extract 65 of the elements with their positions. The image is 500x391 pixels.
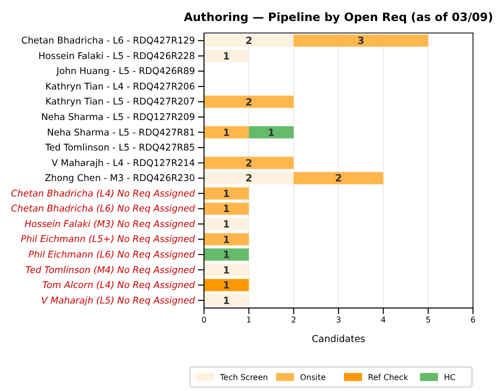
x-tick-label: 6 <box>470 316 476 325</box>
legend-label: Tech Screen <box>219 372 268 382</box>
bar <box>204 126 249 138</box>
bar <box>204 294 249 306</box>
data-label: 3 <box>357 36 364 48</box>
y-tick-label: Neha Sharma - L5 - RDQ127R209 <box>41 112 196 123</box>
y-tick-label: Kathryn Tian - L4 - RDQ427R206 <box>45 81 196 92</box>
bar <box>204 34 294 47</box>
x-tick-label: 5 <box>426 316 431 325</box>
y-tick-label: John Huang - L5 - RDQ426R89 <box>56 66 196 78</box>
y-tick-label: Chetan Bhadricha (L6) No Req Assigned <box>10 204 196 215</box>
data-label: 2 <box>245 174 252 185</box>
data-label: 2 <box>335 174 342 185</box>
y-tick-label: Phil Eichmann (L6) No Req Assigned <box>28 249 196 260</box>
data-label: 1 <box>222 204 230 216</box>
bar <box>294 172 384 184</box>
y-tick-label: Kathryn Tian - L5 - RDQ427R207 <box>45 96 196 108</box>
bar <box>204 248 249 261</box>
data-label: 1 <box>222 188 230 200</box>
legend-label: HC <box>444 372 456 382</box>
y-tick-label: Chetan Bhadricha (L4) No Req Assigned <box>10 188 196 200</box>
legend-label: Ref Check <box>368 372 408 382</box>
data-label: 1 <box>222 265 230 276</box>
y-tick-label: Neha Sharma - L5 - RDQ427R81 <box>47 127 195 138</box>
bar <box>204 50 249 62</box>
x-tick-label: 0 <box>201 316 207 325</box>
data-label: 2 <box>245 158 252 170</box>
x-tick-label: 4 <box>380 316 386 325</box>
y-tick-label: Zhong Chen - M3 - RDQ426R230 <box>44 173 196 184</box>
y-tick-label: V Maharajh - L4 - RDQ127R214 <box>52 158 196 169</box>
data-label: 1 <box>222 219 230 230</box>
y-tick-label: Phil Eichmann (L5+) No Req Assigned <box>20 234 196 246</box>
data-label: 1 <box>222 51 230 62</box>
bar <box>204 233 249 246</box>
data-label: 1 <box>268 128 275 139</box>
data-label: 2 <box>245 97 252 108</box>
legend-label: Onsite <box>300 372 326 382</box>
bar <box>204 172 294 184</box>
bar <box>204 96 294 108</box>
bar <box>204 264 249 276</box>
x-tick-label: 3 <box>336 316 342 325</box>
data-label: 1 <box>222 296 230 307</box>
y-tick-label: Ted Tomlinson - L5 - RDQ427R85 <box>44 142 196 154</box>
y-tick-label: Ted Tomlinson (M4) No Req Assigned <box>25 264 196 276</box>
data-label: 1 <box>222 234 230 246</box>
bar <box>204 202 249 215</box>
data-label: 1 <box>222 128 230 139</box>
bar <box>248 126 294 138</box>
x-axis-title: Candidates <box>312 334 366 345</box>
bar <box>204 187 249 200</box>
bar <box>204 156 294 169</box>
x-tick-label: 2 <box>291 316 296 325</box>
y-tick-label: Hossein Falaki (M3) No Req Assigned <box>24 218 196 230</box>
y-tick-label: Hossein Falaki - L5 - RDQ426R228 <box>38 50 196 62</box>
y-tick-label: Tom Alcorn (L4) No Req Assigned <box>42 280 196 292</box>
data-label: 1 <box>222 280 230 292</box>
data-label: 2 <box>245 36 252 48</box>
bar <box>204 218 249 230</box>
chart-title: Authoring — Pipeline by Open Req (as of 03/09) <box>184 10 494 24</box>
bar <box>204 278 249 292</box>
data-label: 1 <box>222 250 230 262</box>
y-tick-label: Chetan Bhadricha - L6 - RDQ427R129 <box>21 36 196 47</box>
y-tick-label: V Maharajh (L5) No Req Assigned <box>41 295 196 306</box>
x-tick-label: 1 <box>246 316 252 325</box>
bar <box>294 34 428 47</box>
